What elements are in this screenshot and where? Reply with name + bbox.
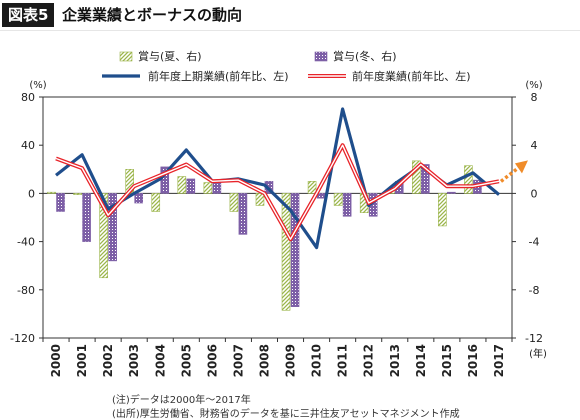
- left-axis-unit: (%): [29, 80, 46, 91]
- right-tick-label: 0: [531, 187, 538, 200]
- fy-profit-line-casing: [55, 143, 500, 242]
- fy-profit-line: [55, 144, 500, 240]
- right-tick-label: 8: [531, 91, 538, 104]
- winter-bonus-bar: [290, 193, 300, 307]
- header-divider: [0, 30, 580, 31]
- summer-bonus-bar: [464, 165, 473, 194]
- summer-bonus-bar: [255, 193, 265, 206]
- summer-bonus-bar: [73, 193, 82, 195]
- winter-bonus-bar: [238, 193, 248, 235]
- x-tick-label: 2011: [336, 344, 350, 377]
- x-tick-label: 2008: [257, 344, 271, 377]
- x-tick-label: 2004: [153, 344, 167, 377]
- winter-bonus-bar: [82, 193, 91, 242]
- summer-bonus-bar: [281, 193, 291, 311]
- winter-bonus-bar: [56, 193, 65, 212]
- legend-winter-swatch: [314, 51, 328, 62]
- x-tick-label: 2017: [492, 344, 506, 377]
- left-tick-label: 40: [21, 139, 35, 152]
- x-tick-label: 2016: [466, 344, 480, 377]
- right-tick-label: -8: [529, 284, 540, 297]
- x-tick-label: 2012: [362, 344, 376, 377]
- legend-summer-label: 賞与(夏、右): [138, 49, 202, 63]
- legend-h1-label: 前年度上期業績(前年比、左): [148, 69, 289, 83]
- legend-winter-label: 賞与(冬、右): [333, 49, 397, 63]
- x-tick-label: 2003: [127, 344, 141, 377]
- left-tick-label: -80: [17, 284, 35, 297]
- note-source: (出所)厚生労働省、財務省のデータを基に三井住友アセットマネジメント作成: [112, 409, 460, 420]
- figure-badge: 図表5: [2, 3, 55, 27]
- legend-summer-swatch: [119, 51, 133, 62]
- summer-bonus-bar: [412, 160, 421, 194]
- h1-profit-line: [55, 107, 501, 250]
- x-tick-label: 2014: [414, 344, 428, 377]
- winter-bonus-bar: [134, 193, 143, 204]
- right-tick-label: -4: [529, 236, 540, 249]
- x-tick-label: 2002: [101, 344, 115, 377]
- winter-bonus-bar: [421, 164, 430, 194]
- winter-bonus-bar: [186, 178, 196, 194]
- legend-fy-label: 前年度業績(前年比、左): [352, 69, 471, 83]
- winter-bonus-bar: [342, 193, 352, 217]
- winter-bonus-bar: [212, 182, 222, 194]
- summer-bonus-bar: [333, 193, 343, 206]
- x-tick-label: 2015: [440, 344, 454, 377]
- summer-bonus-bar: [438, 193, 447, 227]
- x-tick-label: 2005: [179, 344, 193, 377]
- x-tick-label: 2001: [75, 344, 89, 377]
- summer-bonus-bar: [177, 176, 187, 194]
- left-tick-label: -120: [10, 332, 35, 345]
- summer-bonus-bar: [99, 193, 108, 279]
- x-tick-label: 2013: [388, 344, 402, 377]
- x-tick-label: 2006: [205, 344, 219, 377]
- summer-bonus-bar: [47, 191, 56, 194]
- x-axis-unit: (年): [529, 347, 547, 360]
- left-tick-label: 80: [21, 91, 35, 104]
- x-tick-label: 2009: [284, 344, 298, 377]
- left-tick-label: -40: [17, 236, 35, 249]
- winter-bonus-bar: [108, 193, 117, 262]
- right-tick-label: 4: [531, 139, 538, 152]
- right-tick-label: -12: [525, 332, 543, 345]
- right-axis-unit: (%): [525, 80, 542, 91]
- left-tick-label: 0: [28, 187, 35, 200]
- winter-bonus-bar: [447, 191, 456, 194]
- figure-header: 図表5 企業業績とボーナスの動向: [0, 0, 580, 30]
- figure-title: 企業業績とボーナスの動向: [62, 6, 243, 24]
- x-tick-label: 2007: [231, 344, 245, 377]
- forecast-arrow-shaft: [499, 165, 521, 183]
- summer-bonus-bar: [203, 182, 213, 194]
- summer-bonus-bar: [229, 193, 239, 212]
- x-tick-label: 2000: [49, 344, 63, 377]
- note-data-range: (注)データは2000年〜2017年: [112, 395, 251, 406]
- forecast-arrow-head: [514, 160, 528, 174]
- summer-bonus-bar: [151, 193, 161, 212]
- x-tick-label: 2010: [310, 344, 324, 377]
- summer-bonus-bar: [307, 181, 317, 194]
